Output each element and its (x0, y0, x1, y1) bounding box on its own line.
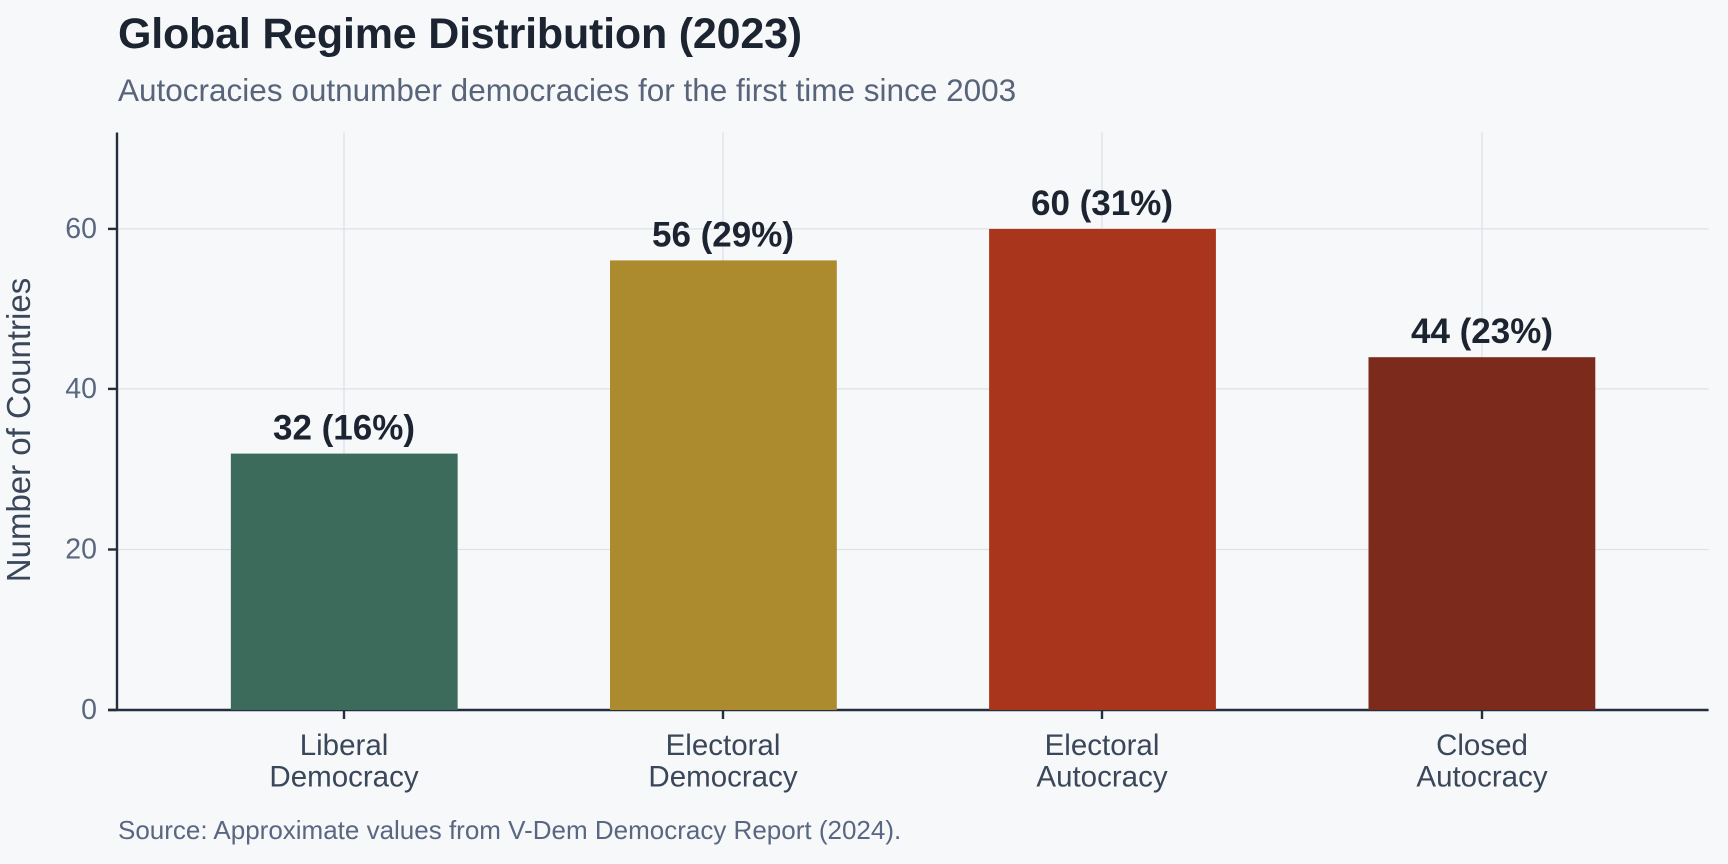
svg-text:44 (23%): 44 (23%) (1411, 312, 1553, 351)
svg-text:Liberal: Liberal (300, 729, 389, 762)
svg-text:Number of Countries: Number of Countries (0, 278, 37, 582)
svg-text:Closed: Closed (1436, 729, 1528, 762)
svg-text:Democracy: Democracy (269, 760, 418, 793)
svg-text:60: 60 (65, 213, 97, 245)
svg-text:20: 20 (65, 534, 97, 566)
svg-text:32 (16%): 32 (16%) (273, 409, 415, 448)
svg-text:Electoral: Electoral (1045, 729, 1160, 762)
svg-text:Electoral: Electoral (666, 729, 781, 762)
svg-text:Autocracy: Autocracy (1416, 760, 1547, 793)
svg-text:60 (31%): 60 (31%) (1031, 184, 1173, 223)
svg-text:0: 0 (81, 694, 97, 726)
svg-text:56 (29%): 56 (29%) (652, 215, 794, 254)
svg-text:Democracy: Democracy (648, 760, 797, 793)
svg-text:Autocracy: Autocracy (1036, 760, 1167, 793)
svg-text:40: 40 (65, 373, 97, 405)
